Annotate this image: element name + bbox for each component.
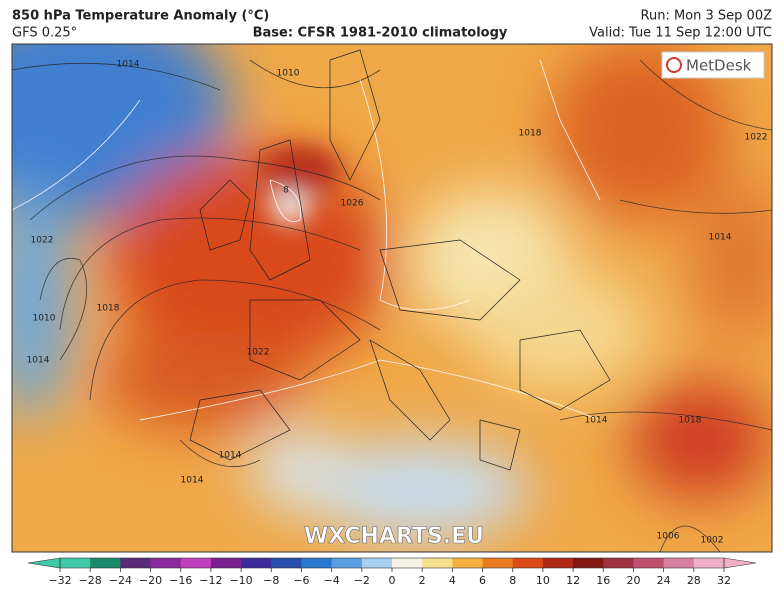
colorbar-segment bbox=[60, 558, 91, 568]
colorbar-tick-label: 32 bbox=[717, 574, 731, 587]
isobar-label: 1026 bbox=[341, 199, 364, 209]
isobar-label: 8 bbox=[283, 186, 289, 196]
isobar-label: 1022 bbox=[247, 348, 270, 358]
colorbar-tick-label: 8 bbox=[509, 574, 516, 587]
isobar-label: 1014 bbox=[117, 60, 140, 70]
colorbar-tick-label: −6 bbox=[293, 574, 309, 587]
colorbar-under bbox=[27, 557, 61, 569]
isobar-label: 1014 bbox=[181, 476, 204, 486]
colorbar-tick-label: −28 bbox=[79, 574, 102, 587]
colorbar-tick-label: 6 bbox=[479, 574, 486, 587]
colorbar-segment bbox=[452, 558, 484, 568]
colorbar-tick-label: 16 bbox=[596, 574, 610, 587]
isobar-label: 1014 bbox=[709, 233, 732, 243]
logo-box bbox=[661, 51, 765, 79]
colorbar-tick-label: −12 bbox=[199, 574, 222, 587]
colorbar-tick-label: 28 bbox=[687, 574, 701, 587]
colorbar-tick-label: −20 bbox=[139, 574, 162, 587]
isobar-labels: 1014 1010 1018 1022 1026 1022 1018 1010 1014 1022… bbox=[27, 60, 768, 546]
isobar-label: 1006 bbox=[657, 532, 680, 542]
model: GFS 0.25° bbox=[12, 26, 77, 41]
colorbar-tick-label: −32 bbox=[48, 574, 71, 587]
colorbar-tick-label: −16 bbox=[169, 574, 192, 587]
colorbar-tick-label: 0 bbox=[389, 574, 396, 587]
colorbar-tick-label: 20 bbox=[626, 574, 640, 587]
isobar-label: 1014 bbox=[27, 356, 50, 366]
logo: MetDesk bbox=[686, 57, 752, 75]
colorbar-segment bbox=[120, 558, 152, 568]
colorbar-segment bbox=[663, 558, 695, 568]
colorbar-segment bbox=[392, 558, 423, 568]
colorbar-segment bbox=[331, 558, 363, 568]
colorbar-segment bbox=[361, 558, 393, 568]
colorbar-tick-label: 10 bbox=[536, 574, 550, 587]
base: Base: CFSR 1981-2010 climatology bbox=[253, 26, 508, 41]
colorbar-tick-label: 2 bbox=[419, 574, 426, 587]
isobar-label: 1022 bbox=[745, 133, 768, 143]
isobar-label: 1002 bbox=[701, 536, 724, 546]
colorbar-segment bbox=[301, 558, 333, 568]
colorbar-tick-label: −8 bbox=[263, 574, 279, 587]
colorbar-segment bbox=[150, 558, 182, 568]
valid: Valid: Tue 11 Sep 12:00 UTC bbox=[589, 26, 772, 41]
isobar-label: 1010 bbox=[277, 69, 300, 79]
colorbar-segment bbox=[573, 558, 604, 568]
colorbar-tick-label: −4 bbox=[324, 574, 340, 587]
colorbar-tick-label: 4 bbox=[449, 574, 456, 587]
colorbar-segment bbox=[90, 558, 121, 568]
watermark: WXCHARTS.EU bbox=[304, 524, 484, 549]
colorbar-segment bbox=[180, 558, 212, 568]
colorbar-segment bbox=[422, 558, 453, 568]
colorbar: −32 −28 −24 −20 −16 −12 −10 −8 −6 −4 −2 0 2 4 6 8 10 12 16… bbox=[27, 557, 757, 587]
colorbar-segment bbox=[512, 558, 544, 568]
colorbar-segment bbox=[542, 558, 574, 568]
colorbar-segment bbox=[271, 558, 302, 568]
colorbar-segment bbox=[693, 558, 725, 568]
isobar-label: 1018 bbox=[679, 416, 702, 426]
colorbar-segment bbox=[603, 558, 634, 568]
isobar-label: 1010 bbox=[33, 314, 56, 324]
colorbar-tick-label: 24 bbox=[657, 574, 671, 587]
run: Run: Mon 3 Sep 00Z bbox=[641, 9, 773, 24]
isobar-label: 1022 bbox=[31, 236, 54, 246]
logo-icon bbox=[666, 57, 682, 73]
colorbar-tick-label: −10 bbox=[229, 574, 252, 587]
colorbar-over bbox=[723, 557, 757, 569]
colorbar-segment bbox=[482, 558, 514, 568]
isobar-label: 1014 bbox=[585, 416, 608, 426]
map-frame bbox=[11, 43, 773, 553]
colorbar-tick-label: −24 bbox=[109, 574, 132, 587]
colorbar-tick-label: −2 bbox=[354, 574, 370, 587]
colorbar-segment bbox=[633, 558, 665, 568]
isobar-label: 1018 bbox=[519, 129, 542, 139]
isobar-label: 1014 bbox=[219, 451, 242, 461]
colorbar-segment bbox=[241, 558, 272, 568]
title: 850 hPa Temperature Anomaly (°C) bbox=[12, 9, 269, 24]
colorbar-segment bbox=[210, 558, 242, 568]
colorbar-tick-label: 12 bbox=[566, 574, 580, 587]
isobar-label: 1018 bbox=[97, 304, 120, 314]
map bbox=[12, 44, 772, 552]
